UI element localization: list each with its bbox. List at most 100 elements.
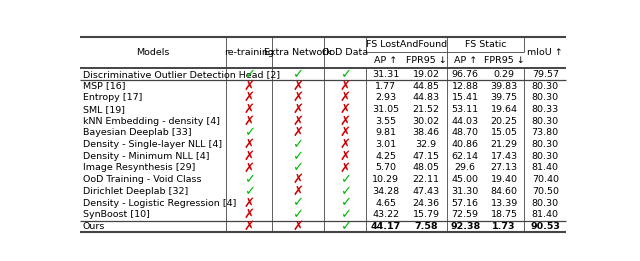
Text: ✗: ✗ xyxy=(244,197,255,210)
Text: Density - Minimum NLL [4]: Density - Minimum NLL [4] xyxy=(83,152,209,161)
Text: 80.30: 80.30 xyxy=(532,152,559,161)
Text: 32.9: 32.9 xyxy=(415,140,436,149)
Text: ✓: ✓ xyxy=(340,208,351,221)
Text: 31.30: 31.30 xyxy=(451,187,479,196)
Text: ✗: ✗ xyxy=(292,115,303,128)
Text: 90.53: 90.53 xyxy=(531,222,560,231)
Text: 44.85: 44.85 xyxy=(412,81,440,91)
Text: 31.31: 31.31 xyxy=(372,70,399,79)
Text: 19.40: 19.40 xyxy=(491,175,518,184)
Text: 27.13: 27.13 xyxy=(490,163,518,173)
Text: 44.83: 44.83 xyxy=(412,93,440,102)
Text: 81.40: 81.40 xyxy=(532,210,559,219)
Text: ✗: ✗ xyxy=(292,126,303,139)
Text: 3.01: 3.01 xyxy=(375,140,396,149)
Text: ✓: ✓ xyxy=(340,197,351,210)
Text: 31.05: 31.05 xyxy=(372,105,399,114)
Text: ✓: ✓ xyxy=(244,173,255,186)
Text: 22.11: 22.11 xyxy=(412,175,440,184)
Text: 15.05: 15.05 xyxy=(491,128,518,137)
Text: 15.41: 15.41 xyxy=(452,93,479,102)
Text: Entropy [17]: Entropy [17] xyxy=(83,93,142,102)
Text: FS LostAndFound: FS LostAndFound xyxy=(366,40,447,49)
Text: 80.30: 80.30 xyxy=(532,199,559,207)
Text: 5.70: 5.70 xyxy=(375,163,396,173)
Text: ✓: ✓ xyxy=(244,185,255,198)
Text: Ours: Ours xyxy=(83,222,106,231)
Text: 43.22: 43.22 xyxy=(372,210,399,219)
Text: 62.14: 62.14 xyxy=(452,152,479,161)
Text: Dirichlet Deeplab [32]: Dirichlet Deeplab [32] xyxy=(83,187,188,196)
Text: 2.93: 2.93 xyxy=(375,93,396,102)
Text: SML [19]: SML [19] xyxy=(83,105,125,114)
Text: 47.43: 47.43 xyxy=(412,187,440,196)
Text: ✓: ✓ xyxy=(292,68,303,81)
Text: ✓: ✓ xyxy=(244,126,255,139)
Text: 40.86: 40.86 xyxy=(452,140,479,149)
Text: ✓: ✓ xyxy=(340,173,351,186)
Text: ✗: ✗ xyxy=(340,162,351,174)
Text: 38.46: 38.46 xyxy=(412,128,440,137)
Text: 92.38: 92.38 xyxy=(450,222,480,231)
Text: Density - Logistic Regression [4]: Density - Logistic Regression [4] xyxy=(83,199,236,207)
Text: 17.43: 17.43 xyxy=(490,152,518,161)
Text: 73.80: 73.80 xyxy=(532,128,559,137)
Text: ✓: ✓ xyxy=(340,220,351,233)
Text: 19.64: 19.64 xyxy=(491,105,518,114)
Text: re-training: re-training xyxy=(224,49,274,57)
Text: ✗: ✗ xyxy=(244,138,255,151)
Text: ✗: ✗ xyxy=(340,115,351,128)
Text: ✗: ✗ xyxy=(340,138,351,151)
Text: ✗: ✗ xyxy=(340,91,351,104)
Text: 45.00: 45.00 xyxy=(452,175,479,184)
Text: Density - Single-layer NLL [4]: Density - Single-layer NLL [4] xyxy=(83,140,222,149)
Text: 39.75: 39.75 xyxy=(490,93,518,102)
Text: Image Resynthesis [29]: Image Resynthesis [29] xyxy=(83,163,195,173)
Text: 80.30: 80.30 xyxy=(532,140,559,149)
Text: 7.58: 7.58 xyxy=(414,222,438,231)
Text: ✓: ✓ xyxy=(292,138,303,151)
Text: OoD Data: OoD Data xyxy=(322,49,368,57)
Text: 79.57: 79.57 xyxy=(532,70,559,79)
Text: 15.79: 15.79 xyxy=(412,210,440,219)
Text: 20.25: 20.25 xyxy=(491,117,518,126)
Text: 3.55: 3.55 xyxy=(375,117,396,126)
Text: 0.29: 0.29 xyxy=(493,70,515,79)
Text: ✓: ✓ xyxy=(292,162,303,174)
Text: 4.25: 4.25 xyxy=(375,152,396,161)
Text: ✗: ✗ xyxy=(244,91,255,104)
Text: 21.52: 21.52 xyxy=(412,105,440,114)
Text: mIoU ↑: mIoU ↑ xyxy=(527,49,563,57)
Text: ✗: ✗ xyxy=(244,115,255,128)
Text: ✗: ✗ xyxy=(244,80,255,93)
Text: 80.30: 80.30 xyxy=(532,117,559,126)
Text: 24.36: 24.36 xyxy=(412,199,440,207)
Text: 21.29: 21.29 xyxy=(491,140,518,149)
Text: 34.28: 34.28 xyxy=(372,187,399,196)
Text: ✗: ✗ xyxy=(244,162,255,174)
Text: 80.30: 80.30 xyxy=(532,93,559,102)
Text: kNN Embedding - density [4]: kNN Embedding - density [4] xyxy=(83,117,220,126)
Text: ✓: ✓ xyxy=(292,197,303,210)
Text: ✓: ✓ xyxy=(244,68,255,81)
Text: FPR95 ↓: FPR95 ↓ xyxy=(406,56,446,65)
Text: ✗: ✗ xyxy=(340,80,351,93)
Text: 48.05: 48.05 xyxy=(412,163,440,173)
Text: 47.15: 47.15 xyxy=(412,152,440,161)
Text: ✗: ✗ xyxy=(340,126,351,139)
Text: 70.40: 70.40 xyxy=(532,175,559,184)
Text: ✓: ✓ xyxy=(292,208,303,221)
Text: Extra Network: Extra Network xyxy=(264,49,332,57)
Text: 9.81: 9.81 xyxy=(375,128,396,137)
Text: ✗: ✗ xyxy=(292,185,303,198)
Text: 81.40: 81.40 xyxy=(532,163,559,173)
Text: 29.6: 29.6 xyxy=(454,163,476,173)
Text: 57.16: 57.16 xyxy=(452,199,479,207)
Text: 96.76: 96.76 xyxy=(452,70,479,79)
Text: 84.60: 84.60 xyxy=(491,187,518,196)
Text: ✗: ✗ xyxy=(244,103,255,116)
Text: 44.03: 44.03 xyxy=(452,117,479,126)
Text: ✗: ✗ xyxy=(292,91,303,104)
Text: ✗: ✗ xyxy=(292,220,303,233)
Text: 19.02: 19.02 xyxy=(412,70,440,79)
